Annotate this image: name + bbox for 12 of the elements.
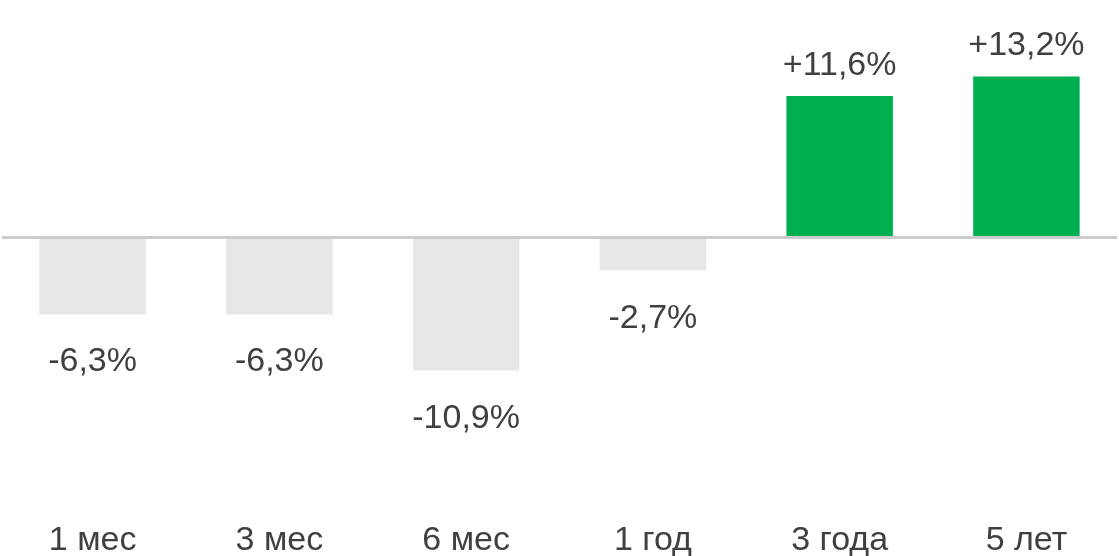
data-label: -10,9%	[412, 396, 520, 435]
x-tick-label: 5 лет	[985, 518, 1068, 556]
x-tick-label: 6 мес	[422, 518, 510, 556]
x-tick-label: 1 год	[613, 518, 693, 556]
x-tick-label: 1 мес	[48, 518, 137, 556]
x-tick-label: 3 мес	[235, 518, 324, 556]
data-label: -6,3%	[234, 340, 324, 379]
data-label: -2,7%	[608, 296, 698, 335]
data-label: +11,6%	[782, 44, 897, 82]
data-label: -6,3%	[48, 340, 137, 379]
data-label: +13,2%	[968, 24, 1085, 63]
x-tick-label: 3 года	[791, 518, 889, 556]
